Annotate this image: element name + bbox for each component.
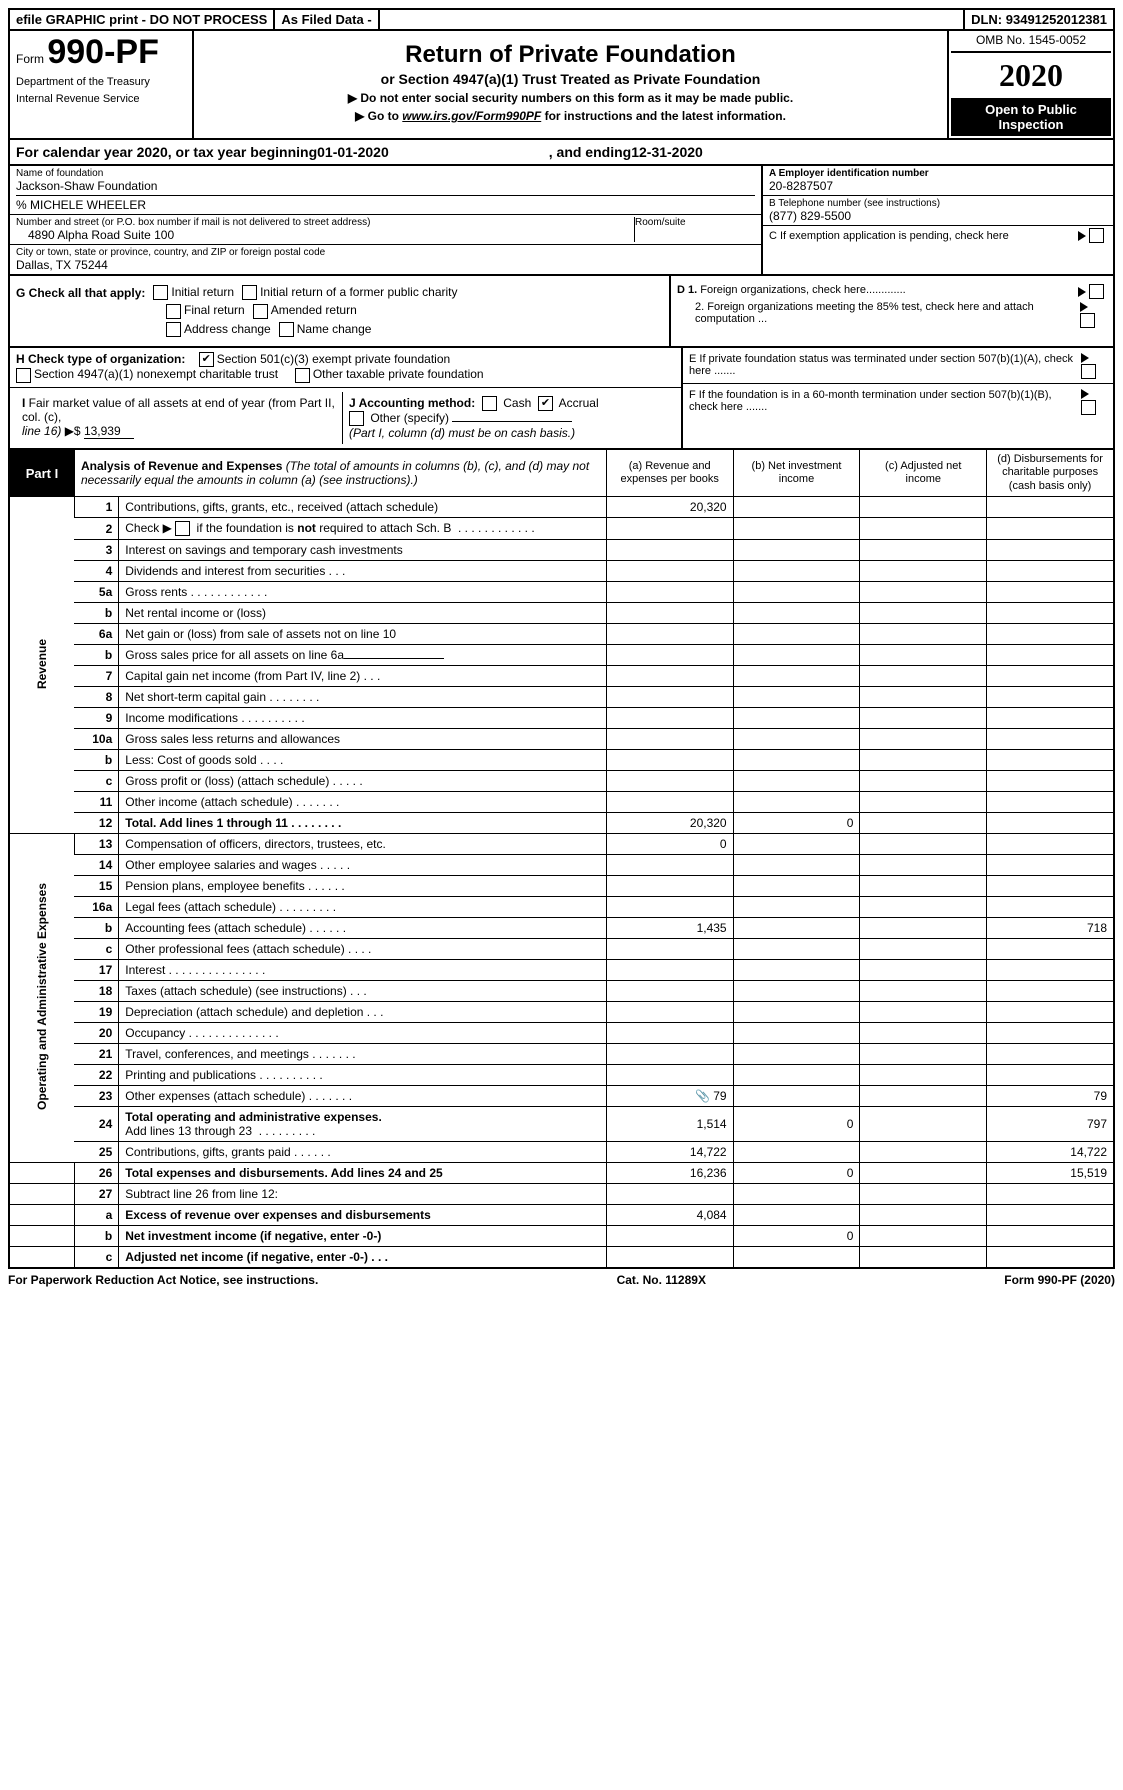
phone: (877) 829-5500 — [769, 209, 1107, 223]
city-state-zip: Dallas, TX 75244 — [16, 258, 755, 272]
h-label: H Check type of organization: — [16, 352, 185, 366]
entity-info: Name of foundation Jackson-Shaw Foundati… — [8, 166, 1115, 276]
checkbox-other-taxable[interactable] — [295, 368, 310, 383]
instruction-line-2: ▶ Go to www.irs.gov/Form990PF for instru… — [200, 109, 941, 123]
open-public-badge: Open to Public Inspection — [951, 98, 1111, 136]
efile-notice: efile GRAPHIC print - DO NOT PROCESS — [10, 10, 275, 29]
form-number: 990-PF — [47, 33, 159, 71]
section-g-d: G Check all that apply: Initial return I… — [8, 276, 1115, 348]
fmv-value: 13,939 — [84, 424, 134, 439]
revenue-side-label: Revenue — [9, 496, 74, 833]
checkbox-name-change[interactable] — [279, 322, 294, 337]
street-address: 4890 Alpha Road Suite 100 — [16, 228, 634, 242]
checkbox-cash[interactable] — [482, 396, 497, 411]
checkbox-c[interactable] — [1089, 228, 1104, 243]
arrow-icon — [1078, 231, 1086, 241]
dln: DLN: 93491252012381 — [965, 10, 1113, 29]
form-subtitle: or Section 4947(a)(1) Trust Treated as P… — [200, 71, 941, 87]
topbar-spacer — [380, 10, 965, 29]
checkbox-final[interactable] — [166, 304, 181, 319]
as-filed-label: As Filed Data - — [275, 10, 379, 29]
checkbox-d2[interactable] — [1080, 313, 1095, 328]
checkbox-other-method[interactable] — [349, 411, 364, 426]
checkbox-initial[interactable] — [153, 285, 168, 300]
arrow-icon — [1078, 287, 1086, 297]
foundation-name: Jackson-Shaw Foundation — [16, 179, 755, 193]
part-i-badge: Part I — [9, 450, 74, 496]
ein-label: A Employer identification number — [769, 168, 1107, 179]
arrow-icon — [1081, 353, 1089, 363]
year-end: 12-31-2020 — [631, 144, 703, 160]
col-b-header: (b) Net investment income — [733, 450, 860, 496]
section-h-i-j: H Check type of organization: Section 50… — [8, 348, 1115, 450]
checkbox-amended[interactable] — [253, 304, 268, 319]
checkbox-f[interactable] — [1081, 400, 1096, 415]
form-header: Form 990-PF Department of the Treasury I… — [8, 31, 1115, 140]
col-c-header: (c) Adjusted net income — [860, 450, 987, 496]
attach-icon[interactable]: 📎 — [695, 1089, 710, 1103]
room-label: Room/suite — [635, 217, 755, 228]
footer-left: For Paperwork Reduction Act Notice, see … — [8, 1273, 318, 1287]
checkbox-4947a1[interactable] — [16, 368, 31, 383]
page-footer: For Paperwork Reduction Act Notice, see … — [8, 1269, 1115, 1291]
checkbox-e[interactable] — [1081, 364, 1096, 379]
year-begin: 01-01-2020 — [317, 144, 389, 160]
ein: 20-8287507 — [769, 179, 1107, 193]
j-label: J Accounting method: — [349, 396, 475, 410]
tax-year: 2020 — [951, 57, 1111, 94]
col-a-header: (a) Revenue and expenses per books — [606, 450, 733, 496]
city-label: City or town, state or province, country… — [16, 247, 755, 258]
footer-mid: Cat. No. 11289X — [617, 1273, 706, 1287]
header-center: Return of Private Foundation or Section … — [194, 31, 947, 138]
checkbox-schb[interactable] — [175, 521, 190, 536]
c-label: C If exemption application is pending, c… — [769, 230, 1009, 242]
part-i-title: Analysis of Revenue and Expenses (The to… — [74, 450, 606, 496]
omb-number: OMB No. 1545-0052 — [951, 33, 1111, 53]
expenses-side-label: Operating and Administrative Expenses — [9, 834, 74, 1163]
header-left: Form 990-PF Department of the Treasury I… — [10, 31, 194, 138]
calendar-year-row: For calendar year 2020, or tax year begi… — [8, 140, 1115, 166]
checkbox-501c3[interactable] — [199, 352, 214, 367]
g-label: G Check all that apply: — [16, 286, 145, 300]
addr-label: Number and street (or P.O. box number if… — [16, 217, 634, 228]
col-d-header: (d) Disbursements for charitable purpose… — [987, 450, 1114, 496]
form-prefix: Form — [16, 52, 44, 66]
checkbox-accrual[interactable] — [538, 396, 553, 411]
dept-treasury: Department of the Treasury — [16, 76, 186, 89]
checkbox-d1[interactable] — [1089, 284, 1104, 299]
f-label: F If the foundation is in a 60-month ter… — [689, 389, 1081, 413]
phone-label: B Telephone number (see instructions) — [769, 198, 1107, 209]
part-i-table: Part I Analysis of Revenue and Expenses … — [8, 450, 1115, 1269]
instruction-line-1: ▶ Do not enter social security numbers o… — [200, 91, 941, 105]
checkbox-addr-change[interactable] — [166, 322, 181, 337]
checkbox-initial-former[interactable] — [242, 285, 257, 300]
top-bar: efile GRAPHIC print - DO NOT PROCESS As … — [8, 8, 1115, 31]
dept-irs: Internal Revenue Service — [16, 93, 186, 106]
footer-right: Form 990-PF (2020) — [1004, 1273, 1115, 1287]
name-label: Name of foundation — [16, 168, 755, 179]
form-title: Return of Private Foundation — [200, 41, 941, 69]
header-right: OMB No. 1545-0052 2020 Open to Public In… — [947, 31, 1113, 138]
irs-link[interactable]: www.irs.gov/Form990PF — [402, 109, 541, 123]
arrow-icon — [1080, 302, 1088, 312]
j-note: (Part I, column (d) must be on cash basi… — [349, 426, 575, 440]
e-label: E If private foundation status was termi… — [689, 353, 1081, 377]
care-of: % MICHELE WHEELER — [16, 195, 755, 212]
arrow-icon — [1081, 389, 1089, 399]
